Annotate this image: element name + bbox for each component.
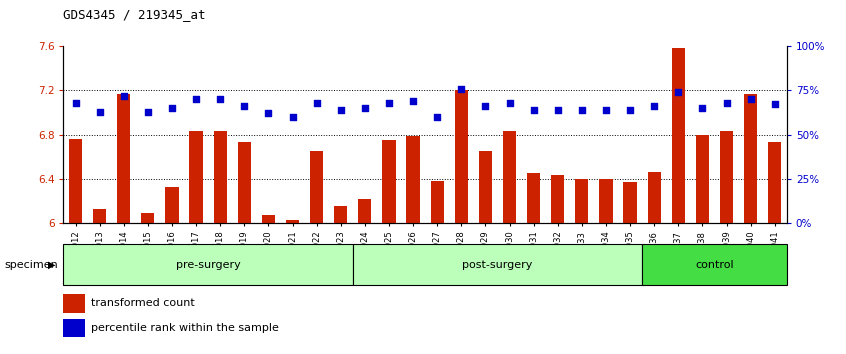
Bar — [479, 151, 492, 223]
Bar — [382, 140, 396, 223]
Bar — [575, 179, 589, 223]
Point — [165, 105, 179, 111]
Bar — [165, 187, 179, 223]
Point — [358, 105, 371, 111]
Point — [695, 105, 709, 111]
Bar — [431, 181, 444, 223]
Bar — [141, 213, 155, 223]
Bar — [551, 176, 564, 223]
Point — [599, 107, 613, 113]
Point — [286, 114, 299, 120]
Point — [190, 96, 203, 102]
Text: post-surgery: post-surgery — [462, 259, 533, 270]
Bar — [310, 151, 323, 223]
Point — [575, 107, 589, 113]
Point — [479, 103, 492, 109]
Point — [69, 100, 82, 105]
Bar — [117, 93, 130, 223]
Point — [672, 89, 685, 95]
Bar — [744, 93, 757, 223]
Bar — [93, 209, 107, 223]
Point — [624, 107, 637, 113]
Bar — [768, 142, 782, 223]
Bar — [334, 206, 348, 223]
Bar — [63, 294, 85, 313]
Point — [431, 114, 444, 120]
Point — [768, 102, 782, 107]
Point — [551, 107, 564, 113]
Point — [93, 109, 107, 114]
Bar — [503, 131, 516, 223]
Bar — [454, 90, 468, 223]
Bar — [63, 319, 85, 337]
Point — [647, 103, 661, 109]
Bar — [720, 131, 733, 223]
Bar — [695, 135, 709, 223]
Bar — [238, 142, 251, 223]
Text: ▶: ▶ — [48, 259, 56, 270]
Text: control: control — [695, 259, 733, 270]
Bar — [647, 172, 661, 223]
Point — [720, 100, 733, 105]
Bar — [213, 131, 227, 223]
Bar — [261, 215, 275, 223]
Text: specimen: specimen — [4, 259, 58, 270]
Point — [454, 86, 468, 91]
Bar — [69, 139, 82, 223]
Bar — [406, 136, 420, 223]
Text: transformed count: transformed count — [91, 298, 195, 308]
Point — [744, 96, 757, 102]
Point — [406, 98, 420, 104]
Text: percentile rank within the sample: percentile rank within the sample — [91, 323, 278, 333]
Bar — [286, 220, 299, 223]
Bar — [358, 199, 371, 223]
Bar — [527, 173, 541, 223]
Point — [141, 109, 155, 114]
Text: pre-surgery: pre-surgery — [176, 259, 240, 270]
Point — [213, 96, 227, 102]
Bar — [672, 48, 685, 223]
Point — [503, 100, 516, 105]
Bar — [642, 244, 787, 285]
Point — [261, 110, 275, 116]
Point — [117, 93, 130, 98]
Bar — [190, 131, 203, 223]
Point — [310, 100, 323, 105]
Bar — [624, 182, 637, 223]
Point — [382, 100, 396, 105]
Point — [527, 107, 541, 113]
Bar — [63, 244, 353, 285]
Point — [334, 107, 348, 113]
Point — [238, 103, 251, 109]
Bar — [353, 244, 642, 285]
Bar — [599, 179, 613, 223]
Text: GDS4345 / 219345_at: GDS4345 / 219345_at — [63, 8, 206, 21]
